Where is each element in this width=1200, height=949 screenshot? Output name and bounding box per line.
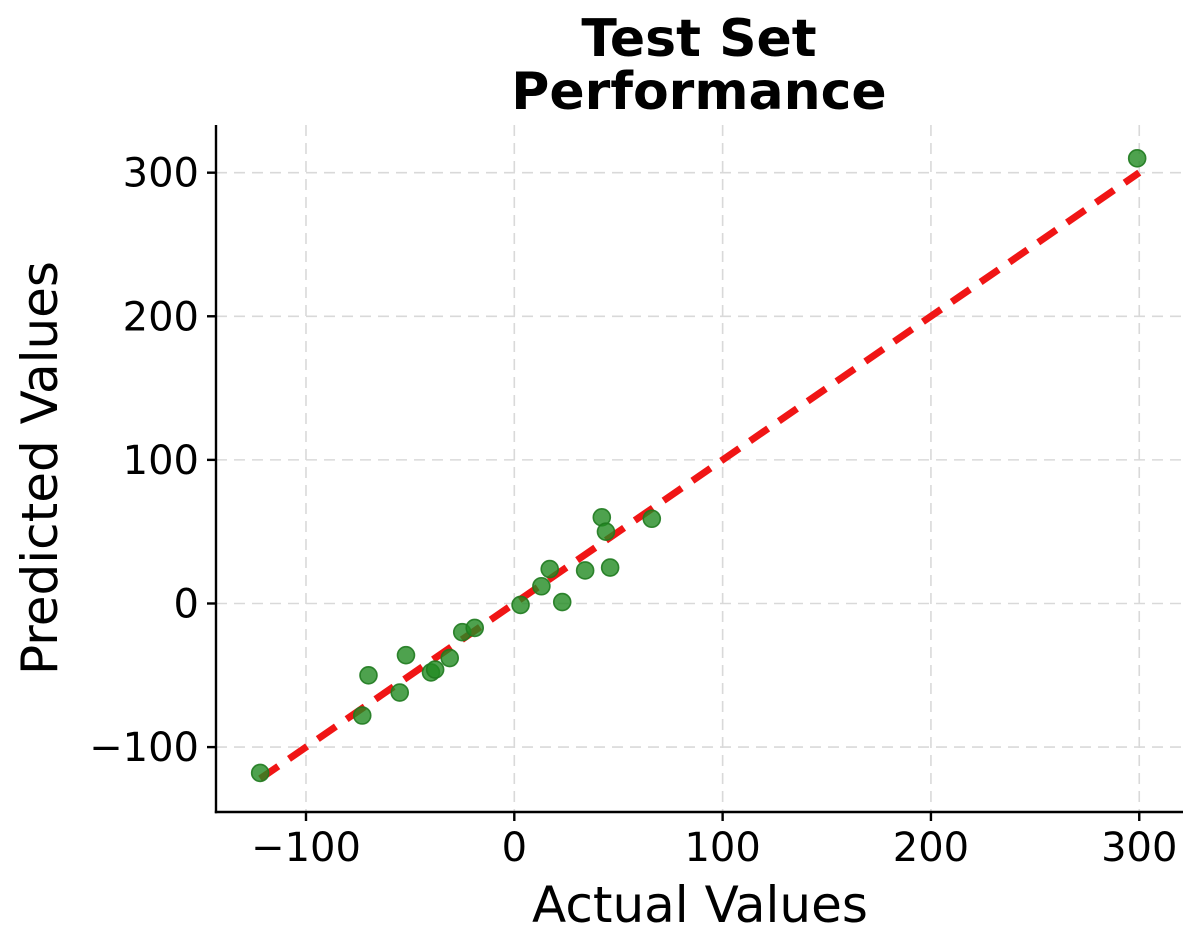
tick-labels: −100 0 100 200 300 −100 0 100 200 300 <box>89 151 1177 871</box>
x-tick-label: 100 <box>684 825 760 871</box>
axes-spines-and-ticks <box>207 125 1183 821</box>
scatter-points <box>250 149 1147 783</box>
y-tick-label: −100 <box>89 725 199 771</box>
gridlines <box>216 125 1183 812</box>
data-point <box>511 595 530 615</box>
x-tick-label: 200 <box>893 825 969 871</box>
chart-title-line-1: Test Set <box>581 9 816 69</box>
y-tick-label: 200 <box>123 294 199 340</box>
data-point <box>465 618 485 638</box>
identity-line <box>258 169 1142 782</box>
data-point <box>600 558 620 577</box>
data-point <box>532 576 551 596</box>
data-point <box>250 763 270 783</box>
chart-title-line-2: Performance <box>511 62 886 122</box>
data-point <box>1127 149 1147 168</box>
data-point <box>425 660 445 679</box>
y-axis-label: Predicted Values <box>11 261 69 675</box>
x-tick-label: 300 <box>1101 825 1177 871</box>
data-point <box>540 559 560 579</box>
data-point <box>440 648 460 668</box>
data-point <box>352 706 372 725</box>
data-point <box>552 592 572 612</box>
x-tick-label: 0 <box>502 825 527 871</box>
data-point <box>642 509 662 529</box>
data-point <box>390 683 410 702</box>
data-point <box>359 665 378 685</box>
y-tick-label: 300 <box>123 151 199 197</box>
x-axis-label: Actual Values <box>532 876 868 934</box>
x-tick-label: −100 <box>251 825 361 871</box>
identity-line-layer <box>258 169 1142 782</box>
data-point <box>575 561 595 580</box>
data-point <box>396 645 416 665</box>
y-tick-label: 0 <box>174 581 199 627</box>
data-point <box>596 522 616 541</box>
y-tick-label: 100 <box>123 438 199 484</box>
